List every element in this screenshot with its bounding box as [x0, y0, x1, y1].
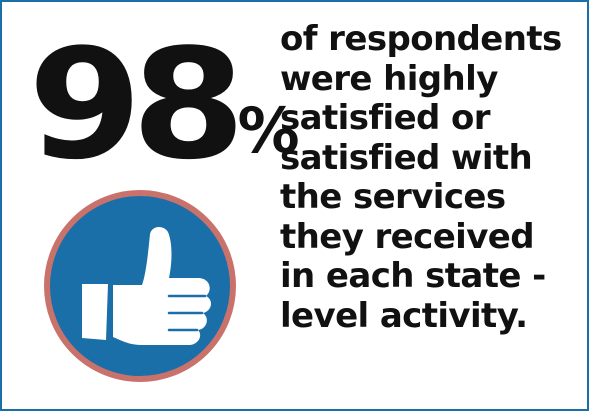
finger-lines: [167, 294, 207, 332]
thumbs-up-hand: [113, 226, 212, 345]
stat-percent-sign: %: [237, 94, 300, 167]
stat-number: 98: [28, 16, 246, 193]
statement-text: of respondents were highly satisfied or …: [280, 19, 562, 336]
thumbs-up-icon: [44, 190, 236, 382]
satisfaction-stat: 98 %: [28, 16, 300, 193]
thumbs-up-badge: [42, 188, 238, 384]
thumbs-up-cuff: [82, 284, 108, 340]
